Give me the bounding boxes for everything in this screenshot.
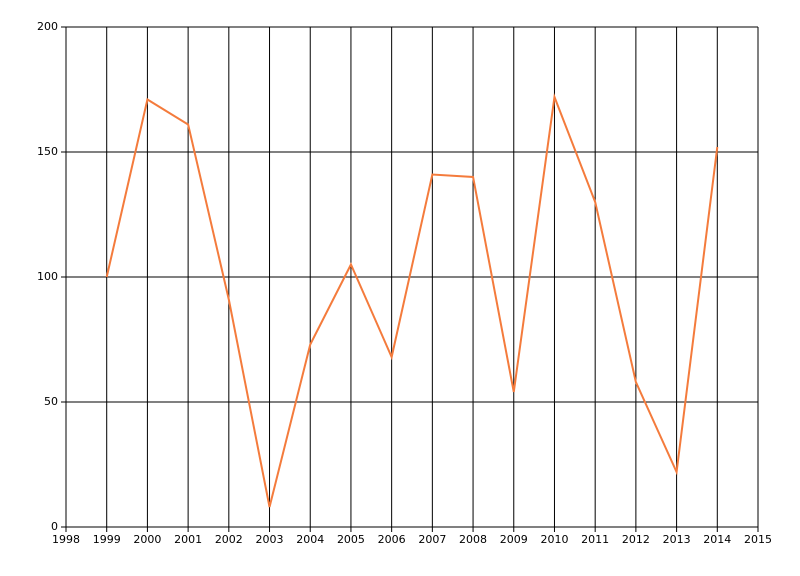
x-tick-label: 2007 xyxy=(418,533,446,546)
x-tick-label: 1998 xyxy=(52,533,80,546)
y-tick-label: 100 xyxy=(37,270,58,283)
x-tick-label: 2012 xyxy=(622,533,650,546)
x-tick-label: 2005 xyxy=(337,533,365,546)
y-tick-label: 200 xyxy=(37,20,58,33)
x-tick-label: 2013 xyxy=(663,533,691,546)
x-tick-label: 2000 xyxy=(133,533,161,546)
x-tick-label: 2008 xyxy=(459,533,487,546)
x-tick-label: 2009 xyxy=(500,533,528,546)
x-tick-label: 2001 xyxy=(174,533,202,546)
x-tick-label: 1999 xyxy=(93,533,121,546)
data-line xyxy=(105,93,719,508)
x-tick-label: 2004 xyxy=(296,533,324,546)
x-tick-label: 2010 xyxy=(540,533,568,546)
x-tick-label: 2015 xyxy=(744,533,772,546)
x-tick-label: 2014 xyxy=(703,533,731,546)
x-tick-label: 2006 xyxy=(378,533,406,546)
y-tick-label: 0 xyxy=(51,520,58,533)
y-tick-label: 150 xyxy=(37,145,58,158)
y-tick-label: 50 xyxy=(44,395,58,408)
x-tick-label: 2002 xyxy=(215,533,243,546)
x-tick-label: 2003 xyxy=(256,533,284,546)
x-tick-label: 2011 xyxy=(581,533,609,546)
